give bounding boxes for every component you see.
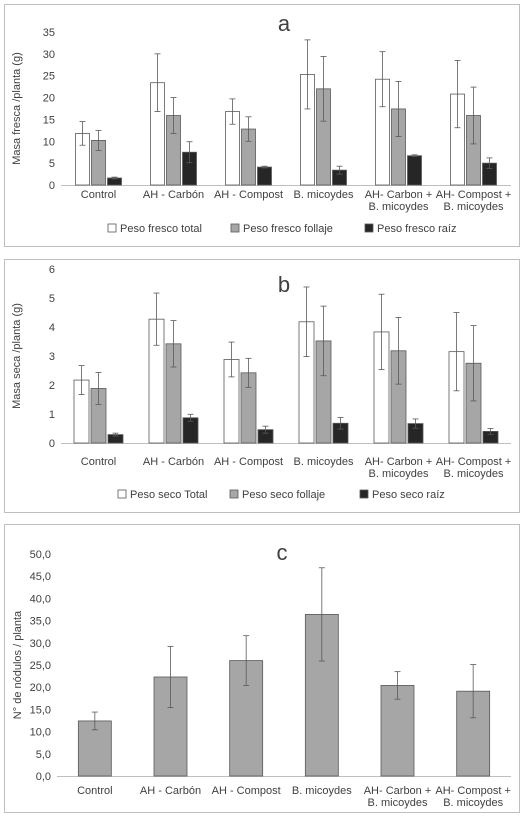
x-tick-label: AH- Compost + [435, 785, 511, 797]
y-tick-label: 30,0 [30, 638, 51, 650]
x-tick-label: Control [81, 189, 116, 201]
x-tick-label: AH - Carbón [140, 785, 201, 797]
y-tick-label: 4 [49, 322, 55, 334]
x-tick-label: B. micoydes [443, 797, 503, 809]
y-tick-label: 15 [43, 114, 55, 126]
y-tick-label: 25 [43, 71, 55, 83]
legend-swatch [107, 223, 117, 233]
x-tick-label: B. micoydes [369, 201, 429, 213]
panel-chart-b: b Masa seca /planta (g) 0 1 2 3 4 5 6 Control AH -… [4, 259, 520, 513]
chart-b: b Masa seca /planta (g) 0 1 2 3 4 5 6 Control AH -… [11, 264, 512, 501]
x-tick-label: B. micoydes [369, 468, 429, 480]
x-tick-label: B. micoydes [368, 797, 428, 809]
y-tick-label: 5,0 [36, 749, 51, 761]
bar [257, 166, 272, 186]
x-tick-label: AH- Carbon + [364, 785, 432, 797]
x-tick-label: AH - Compost [214, 456, 283, 468]
y-tick-label: 30 [43, 49, 55, 61]
x-tick-label: AH- Carbon + [365, 189, 433, 201]
chart-title: b [278, 272, 290, 297]
chart-title: a [278, 11, 291, 36]
y-tick-label: 3 [49, 351, 55, 363]
x-tick-label: Control [81, 456, 116, 468]
x-tick-label: B. micoydes [294, 189, 354, 201]
legend-label: Peso fresco follaje [243, 223, 333, 235]
chart-a: a Masa fresca /planta (g) 0 5 10 15 20 25 30 35 Co… [11, 11, 512, 235]
y-tick-label: 5 [49, 158, 55, 170]
legend-swatch [364, 223, 374, 233]
y-tick-label: 10,0 [30, 727, 51, 739]
y-axis-label: Masa seca /planta (g) [11, 303, 23, 409]
y-tick-label: 40,0 [30, 593, 51, 605]
y-tick-label: 0,0 [36, 771, 51, 783]
x-tick-label: AH - Compost [214, 189, 283, 201]
x-tick-label: AH - Carbón [143, 189, 204, 201]
x-tick-label: AH- Compost + [436, 189, 512, 201]
y-tick-label: 35,0 [30, 616, 51, 628]
legend-label: Peso fresco total [120, 223, 202, 235]
panel-chart-a: a Masa fresca /planta (g) 0 5 10 15 20 25 30 35 Co… [4, 4, 520, 247]
y-tick-label: 20,0 [30, 682, 51, 694]
x-tick-label: AH- Compost + [436, 456, 512, 468]
y-tick-label: 15,0 [30, 704, 51, 716]
x-tick-label: Control [77, 785, 112, 797]
legend-swatch [359, 489, 369, 499]
y-tick-label: 5 [49, 293, 55, 305]
legend-swatch [229, 489, 239, 499]
chart-title: c [277, 540, 288, 565]
y-tick-label: 35 [43, 27, 55, 39]
y-tick-label: 2 [49, 380, 55, 392]
legend-label: Peso seco follaje [242, 489, 325, 501]
x-tick-label: AH- Carbon + [365, 456, 433, 468]
y-tick-label: 10 [43, 136, 55, 148]
chart-c: c N° de nódulos / planta 0,0 5,0 10,0 15,0 20,… [12, 540, 511, 809]
y-axis-label: N° de nódulos / planta [12, 610, 24, 719]
bar [407, 155, 422, 186]
y-tick-label: 20 [43, 93, 55, 105]
x-tick-label: B. micoydes [444, 201, 504, 213]
y-tick-label: 25,0 [30, 660, 51, 672]
x-tick-label: B. micoydes [444, 468, 504, 480]
x-tick-label: B. micoydes [292, 785, 352, 797]
y-axis-label: Masa fresca /planta (g) [11, 52, 23, 165]
panel-chart-c: c N° de nódulos / planta 0,0 5,0 10,0 15,0 20,… [4, 524, 520, 813]
legend-swatch [117, 489, 127, 499]
legend-label: Peso fresco raíz [377, 223, 456, 235]
y-tick-label: 50,0 [30, 549, 51, 561]
y-tick-label: 45,0 [30, 571, 51, 583]
y-tick-label: 0 [49, 438, 55, 450]
legend-swatch [230, 223, 240, 233]
x-tick-label: AH - Carbón [143, 456, 204, 468]
y-tick-label: 1 [49, 409, 55, 421]
x-tick-label: B. micoydes [294, 456, 354, 468]
y-tick-label: 0 [49, 180, 55, 192]
legend-label: Peso seco Total [130, 489, 207, 501]
y-tick-label: 6 [49, 264, 55, 276]
x-tick-label: AH - Compost [212, 785, 281, 797]
legend-label: Peso seco raíz [372, 489, 445, 501]
